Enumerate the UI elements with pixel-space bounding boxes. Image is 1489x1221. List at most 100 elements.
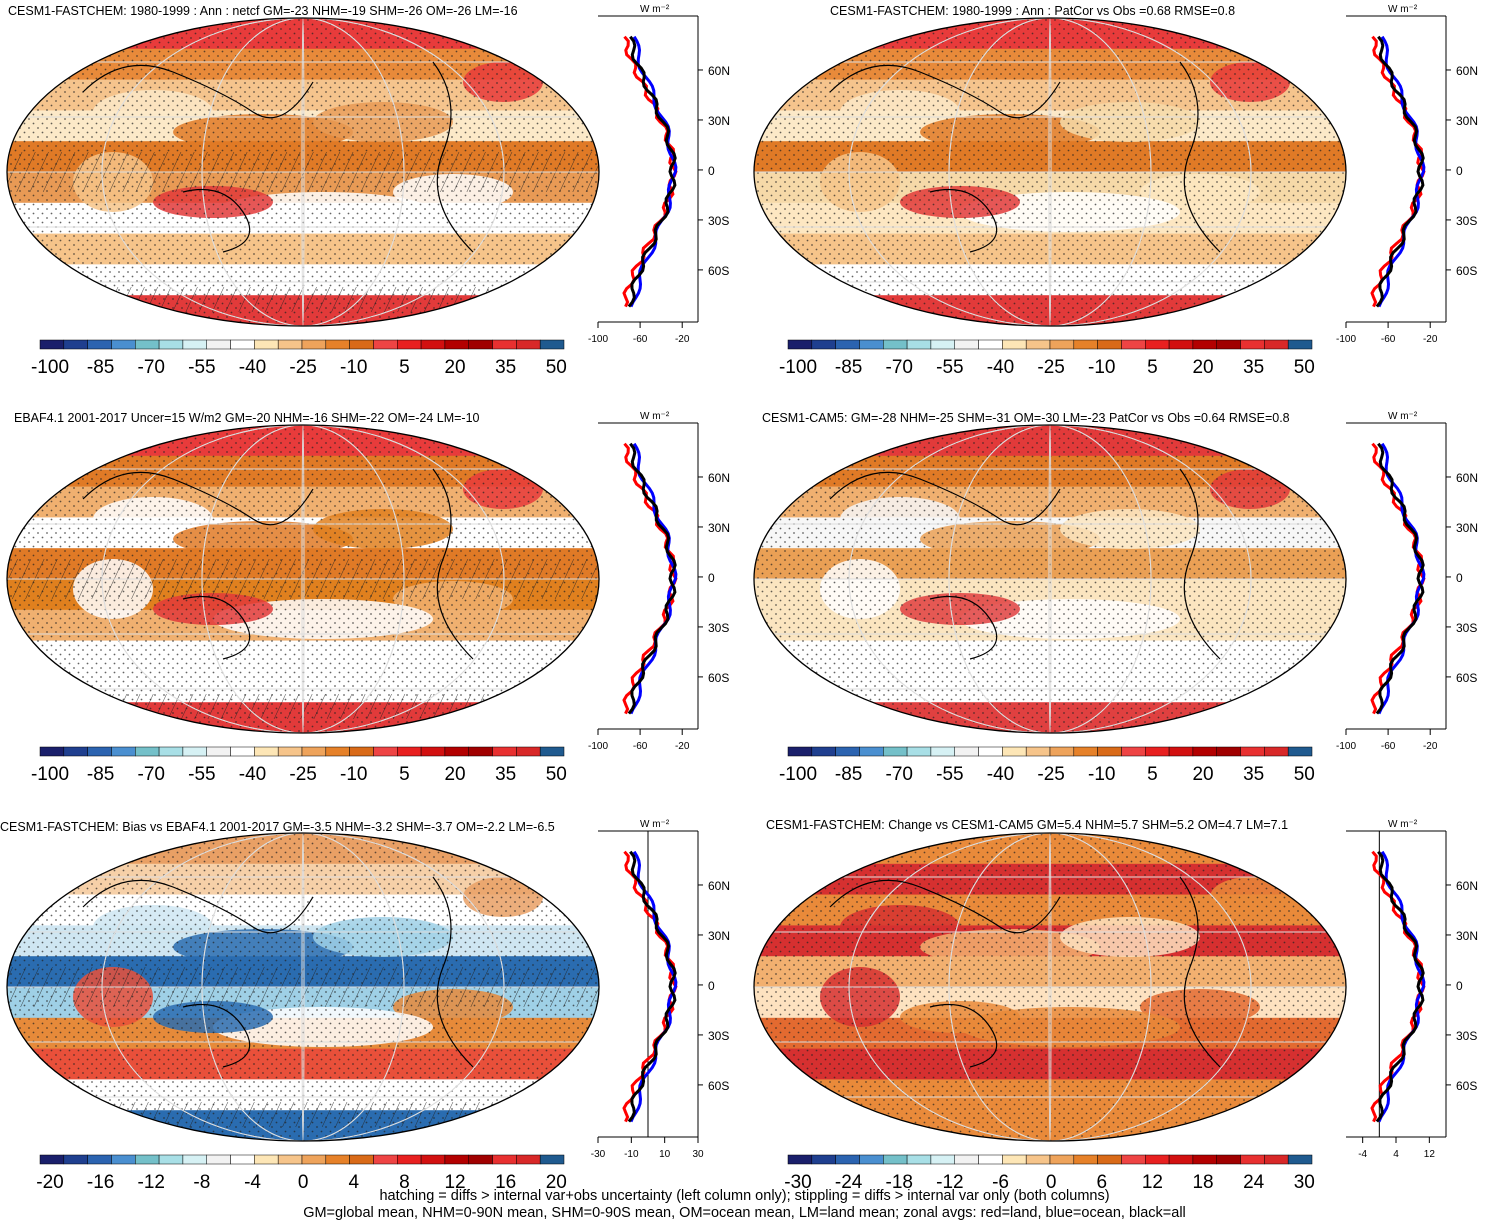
colorbar-swatch <box>1287 339 1313 350</box>
colorbar-swatch <box>277 746 303 757</box>
colorbar-swatch <box>63 339 88 350</box>
colorbar-swatch <box>1287 1154 1313 1165</box>
zonal-lat-label: 30S <box>708 621 729 635</box>
zonal-units: W m⁻² <box>640 411 670 422</box>
colorbar-swatch <box>420 1154 446 1165</box>
zonal-mean-panel-5: W m⁻² 60N 30N 0 30S 60S -30 -10 10 30 <box>591 819 730 1160</box>
zonal-line-land <box>622 442 678 715</box>
colorbar-swatch <box>158 1154 184 1165</box>
colorbar-tick-label: -40 <box>987 357 1014 378</box>
map-border <box>753 424 1347 734</box>
zonal-lat-label: 30S <box>1456 1029 1477 1043</box>
colorbar-tick-label: 18 <box>1192 1172 1213 1193</box>
colorbar-swatch <box>1073 339 1098 350</box>
colorbar-swatch <box>301 746 327 757</box>
colorbar-swatch <box>444 746 469 757</box>
colorbar-tick-label: 20 <box>1192 764 1213 785</box>
zonal-lat-label: 60N <box>708 64 730 78</box>
colorbar-swatch <box>1121 746 1146 757</box>
colorbar-swatch <box>978 339 1003 350</box>
coastline <box>82 879 314 934</box>
colorbar-tick-label: -20 <box>36 1172 63 1193</box>
zonal-line-ocean <box>1377 850 1426 1123</box>
colorbar-tick-label: -70 <box>138 764 165 785</box>
colorbar-swatch <box>1145 746 1170 757</box>
colorbar-swatch <box>468 746 493 757</box>
colorbar-swatch <box>1073 1154 1098 1165</box>
map-field-4 <box>754 425 1346 733</box>
colorbar-tick-label: -100 <box>779 764 817 785</box>
colorbar-tick-label: -85 <box>87 357 114 378</box>
coastline <box>929 595 998 660</box>
graticule-lon <box>201 18 405 326</box>
zonal-lat-label: 30N <box>708 521 730 535</box>
colorbar-swatch <box>1097 746 1122 757</box>
colorbar-swatch <box>516 339 541 350</box>
colorbar-tick-label: 6 <box>1096 1172 1107 1193</box>
colorbar-swatch <box>1073 746 1098 757</box>
coastline <box>1179 876 1221 1068</box>
colorbar-tick-label: 20 <box>546 1172 567 1193</box>
zonal-line-ocean <box>629 850 678 1123</box>
zonal-x-label: -20 <box>675 334 690 345</box>
graticule-lon <box>301 18 305 326</box>
zonal-line-ocean <box>629 442 678 715</box>
colorbar-swatch <box>954 1154 979 1165</box>
colorbar-swatch <box>444 1154 469 1165</box>
coastline <box>829 471 1061 526</box>
colorbar-swatch <box>254 339 279 350</box>
colorbar-tick-label: 35 <box>495 357 516 378</box>
colorbar-3: -100 -85 -70 -55 -40 -25 -10 5 20 35 50 <box>31 746 567 785</box>
graticule-lon <box>301 425 305 733</box>
colorbar-tick-label: 30 <box>1294 1172 1315 1193</box>
coastline <box>82 471 314 526</box>
zonal-lat-label: 30S <box>1456 214 1477 228</box>
zonal-lat-label: 60N <box>708 879 730 893</box>
zonal-lat-label: 30N <box>708 929 730 943</box>
colorbar-swatch <box>325 746 350 757</box>
zonal-lat-label: 60N <box>708 471 730 485</box>
colorbar-swatch <box>206 339 231 350</box>
colorbar-tick-label: 50 <box>546 357 567 378</box>
colorbar-tick-label: -10 <box>1088 357 1115 378</box>
zonal-lat-label: 30S <box>708 1029 729 1043</box>
colorbar-swatch <box>206 1154 231 1165</box>
map-panel-4 <box>753 424 1347 734</box>
colorbar-swatch <box>1240 746 1265 757</box>
colorbar-swatch <box>1097 1154 1122 1165</box>
colorbar-swatch <box>39 339 65 350</box>
zonal-x-label: 10 <box>659 1149 671 1160</box>
zonal-lat-label: 60S <box>708 264 729 278</box>
colorbar-tick-label: 0 <box>1046 1172 1057 1193</box>
colorbar-swatch <box>539 746 565 757</box>
colorbar-tick-label: -16 <box>87 1172 114 1193</box>
colorbar-tick-label: -12 <box>936 1172 963 1193</box>
zonal-x-label: -60 <box>1381 334 1396 345</box>
colorbar-tick-label: -100 <box>31 764 69 785</box>
map-field-6 <box>754 833 1346 1141</box>
colorbar-swatch <box>883 746 908 757</box>
colorbar-tick-label: -100 <box>31 357 69 378</box>
zonal-x-label: -60 <box>633 334 648 345</box>
zonal-x-label: -10 <box>624 1149 639 1160</box>
colorbar-tick-label: -70 <box>138 357 165 378</box>
colorbar-swatch <box>1216 746 1241 757</box>
zonal-mean-panel-1: W m⁻² 60N 30N 0 30S 60S -100 -60 -20 <box>588 4 730 345</box>
colorbar-swatch <box>1240 339 1265 350</box>
hatching <box>7 1102 599 1127</box>
graticule-lon <box>848 425 1252 733</box>
colorbar-tick-label: -25 <box>1037 764 1064 785</box>
coastline <box>182 188 251 253</box>
colorbar-tick-label: -25 <box>1037 357 1064 378</box>
colorbar-tick-label: -70 <box>886 357 913 378</box>
zonal-lat-label: 60S <box>708 671 729 685</box>
zonal-line-land <box>622 850 678 1123</box>
colorbar-2: -100 -85 -70 -55 -40 -25 -10 5 20 35 50 <box>779 339 1315 378</box>
colorbar-swatch <box>397 1154 422 1165</box>
zonal-mean-panel-3: W m⁻² 60N 30N 0 30S 60S -100 -60 -20 <box>588 411 730 752</box>
zonal-x-label: 4 <box>1393 1149 1399 1160</box>
zonal-x-label: -60 <box>1381 741 1396 752</box>
panel-title-1: CESM1-FASTCHEM: 1980-1999 : Ann : netcf … <box>8 4 518 18</box>
colorbar-swatch <box>492 339 517 350</box>
colorbar-tick-label: -10 <box>1088 764 1115 785</box>
